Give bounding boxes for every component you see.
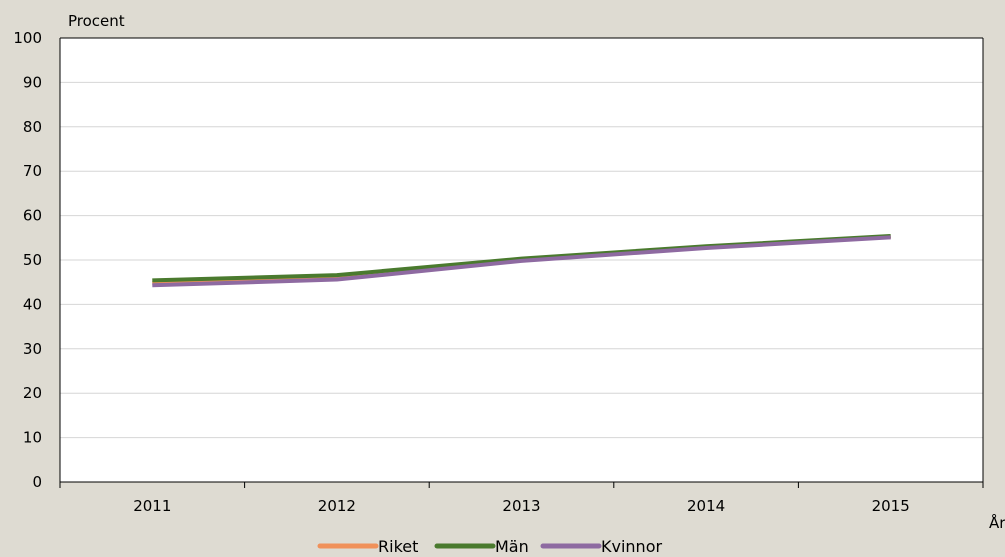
y-tick-label: 50 (23, 251, 42, 269)
x-tick-label: 2013 (502, 497, 540, 515)
legend-label: Kvinnor (601, 537, 662, 556)
y-tick-label: 70 (23, 162, 42, 180)
y-tick-label: 40 (23, 295, 42, 313)
x-tick-label: 2015 (872, 497, 910, 515)
legend-label: Män (495, 537, 529, 556)
y-tick-label: 60 (23, 207, 42, 225)
y-tick-label: 0 (32, 473, 42, 491)
y-axis: 0 10 20 30 40 50 60 70 80 90 100 (13, 29, 984, 491)
y-tick-label: 10 (23, 429, 42, 447)
series-line-2 (152, 235, 891, 288)
y-tick-label: 80 (23, 118, 42, 136)
y-tick-label: 30 (23, 340, 42, 358)
x-axis-title: År (989, 513, 1005, 532)
y-tick-label: 90 (23, 73, 42, 91)
x-tick-label: 2012 (318, 497, 356, 515)
x-tick-label: 2011 (133, 497, 171, 515)
series-lines (152, 234, 891, 288)
legend-label: Riket (378, 537, 418, 556)
x-axis: 2011 2012 2013 2014 2015 (59, 481, 984, 515)
y-tick-label: 20 (23, 384, 42, 402)
y-tick-label: 100 (13, 29, 42, 47)
legend: Riket Män Kvinnor (317, 537, 662, 556)
x-tick-label: 2014 (687, 497, 725, 515)
y-axis-title: Procent (68, 12, 125, 30)
